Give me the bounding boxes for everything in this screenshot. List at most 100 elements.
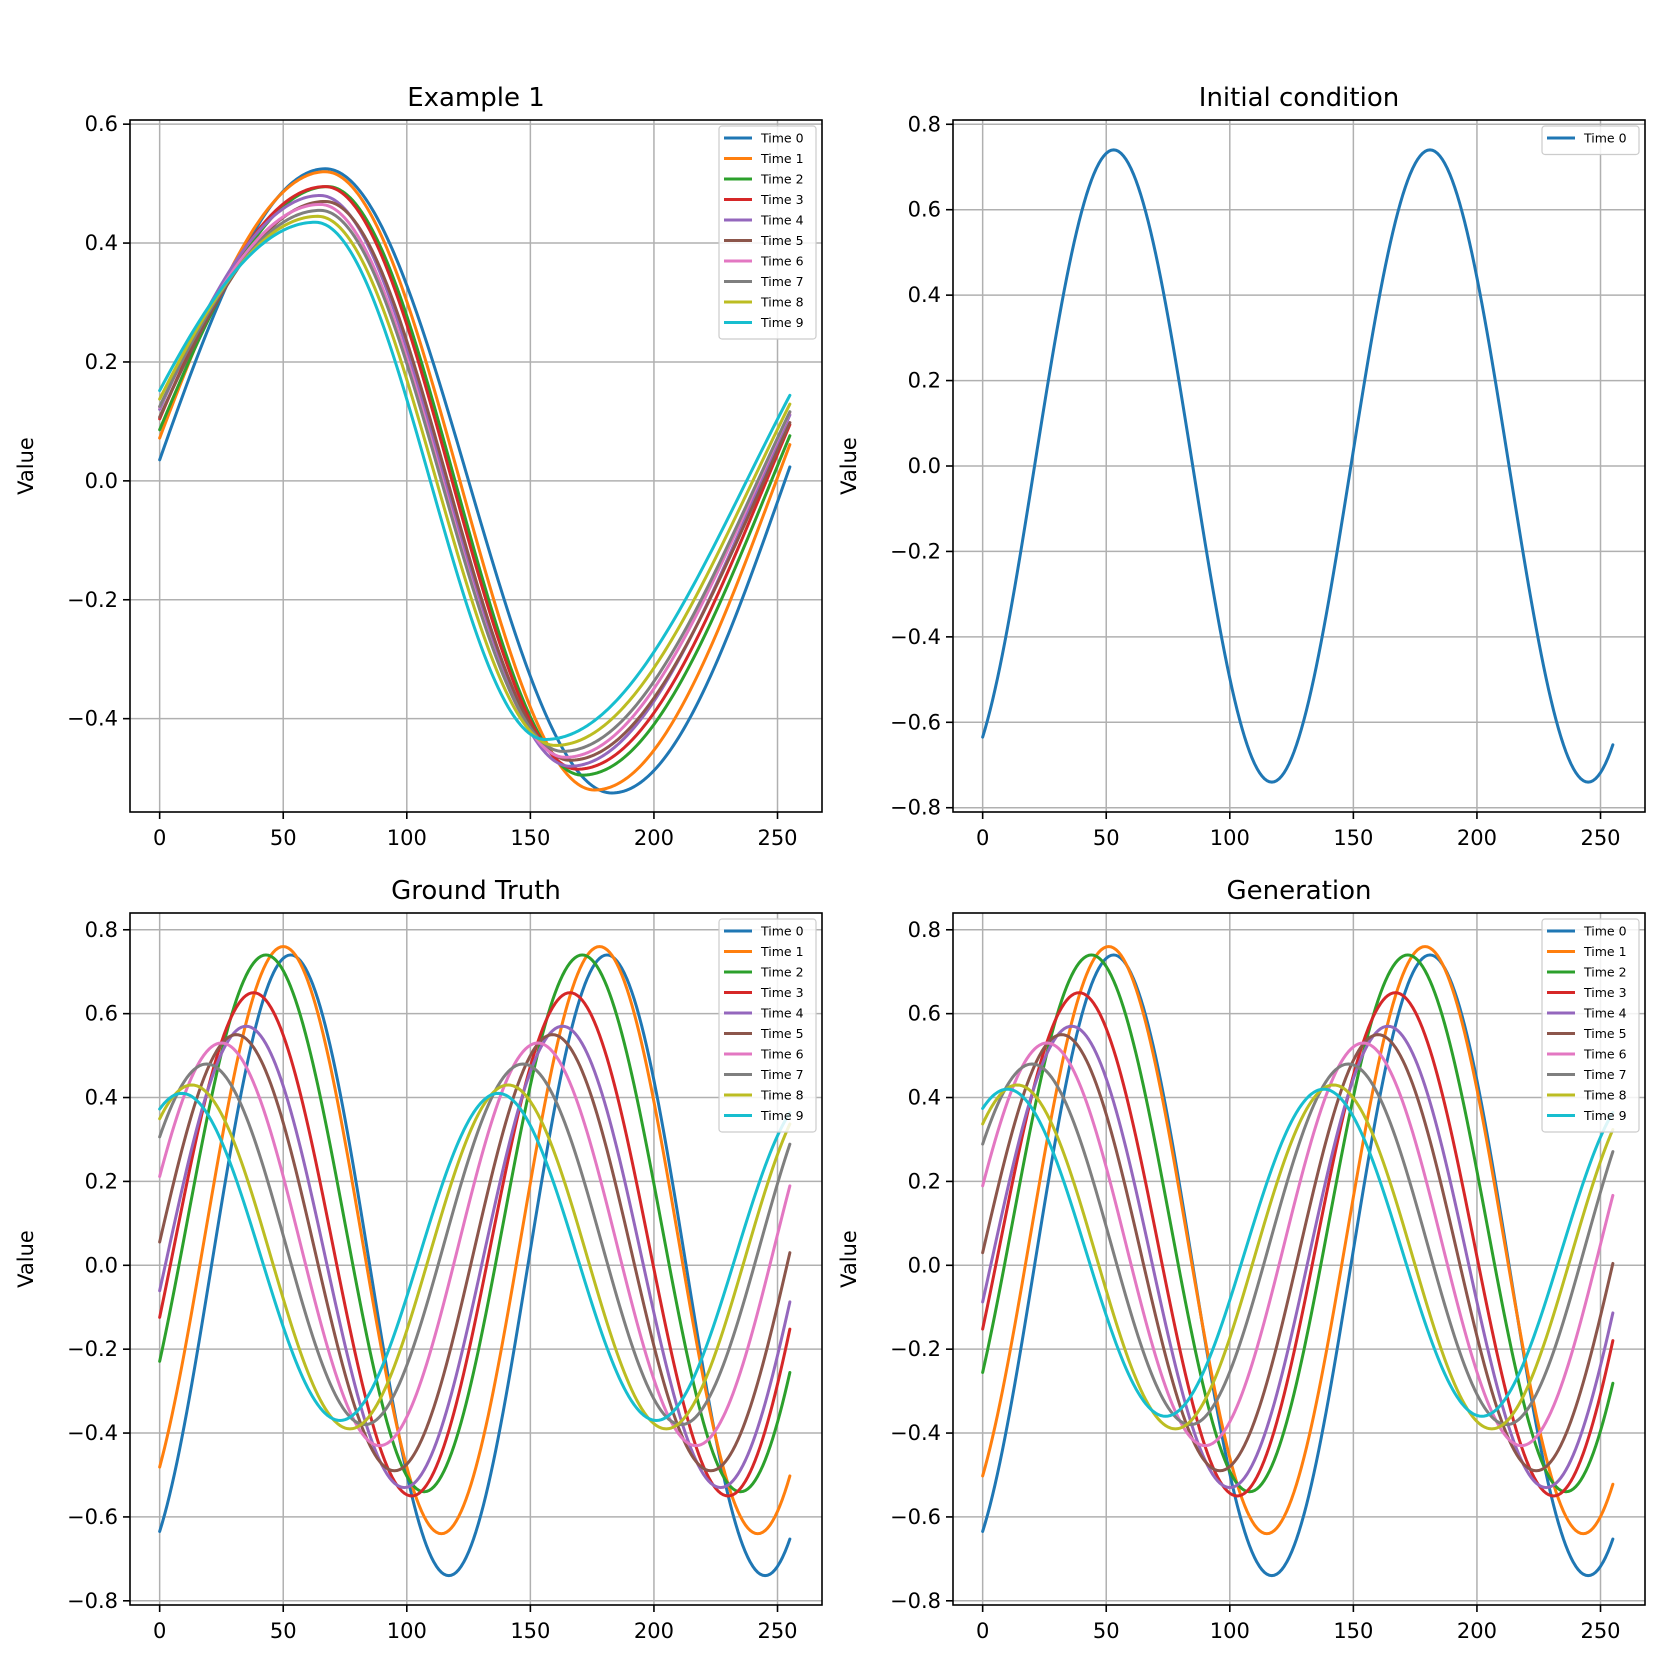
legend-label: Time 1 [760,944,804,959]
chart-title: Ground Truth [391,876,561,906]
y-tick-label: 0.8 [908,918,941,942]
series-line-time-8 [158,1083,792,1431]
series-line-time-7 [981,1062,1615,1427]
y-tick-label: −0.6 [890,710,941,734]
y-tick-label: −0.8 [67,1589,118,1613]
y-tick-label: 0.8 [908,112,941,136]
x-tick-label: 50 [270,1619,297,1643]
series-line-time-1 [158,170,792,792]
y-tick-label: 0.4 [908,1086,941,1110]
legend-label: Time 3 [760,192,804,207]
x-tick-label: 50 [1093,1619,1120,1643]
legend-label: Time 6 [760,254,804,269]
legend-box [1541,125,1640,156]
legend-label: Time 9 [760,1108,804,1123]
x-tick-label: 200 [634,826,674,850]
series-group [981,148,1615,784]
x-tick-label: 50 [270,826,297,850]
legend-label: Time 3 [1583,985,1627,1000]
legend-label: Time 8 [1583,1088,1627,1103]
series-line-time-3 [158,185,792,771]
series-line-time-7 [158,208,792,753]
x-tick-label: 0 [153,826,166,850]
legend-label: Time 8 [760,295,804,310]
series-line-time-3 [981,991,1615,1498]
y-tick-label: 0.8 [85,918,118,942]
series-line-time-8 [981,1083,1615,1431]
series-line-time-3 [158,991,792,1498]
y-tick-label: −0.2 [890,539,941,563]
legend-label: Time 7 [1583,1067,1627,1082]
series-line-time-1 [981,945,1615,1536]
x-tick-label: 50 [1093,826,1120,850]
y-tick-label: 0.6 [908,198,941,222]
chart-title: Example 1 [407,83,545,113]
legend-label: Time 5 [1583,1026,1627,1041]
y-tick-label: 0.6 [85,1002,118,1026]
legend-label: Time 5 [760,1026,804,1041]
x-tick-label: 100 [387,826,427,850]
x-tick-label: 200 [1457,826,1497,850]
x-tick-label: 200 [634,1619,674,1643]
y-axis-label: Value [837,1230,861,1288]
legend: Time 0 Time 1 Time 2 Time 3 Time 4 Time 5 Time… [1541,918,1640,1133]
x-tick-label: 100 [387,1619,427,1643]
x-tick-label: 150 [1333,1619,1373,1643]
y-axis-label: Value [14,437,38,495]
series-line-time-5 [158,1033,792,1473]
series-line-time-0 [981,148,1615,784]
y-axis-label: Value [837,437,861,495]
legend-label: Time 4 [760,213,804,228]
series-line-time-9 [981,1087,1615,1418]
series-line-time-5 [158,199,792,762]
legend-label: Time 6 [1583,1047,1627,1062]
legend-label: Time 7 [760,1067,804,1082]
series-line-time-9 [158,1091,792,1422]
legend-label: Time 5 [760,233,804,248]
series-line-time-1 [158,945,792,1536]
x-tick-label: 0 [976,1619,989,1643]
y-tick-label: −0.4 [67,1421,118,1445]
x-tick-label: 150 [510,1619,550,1643]
x-tick-label: 0 [153,1619,166,1643]
series-line-time-2 [158,953,792,1494]
series-line-time-8 [158,214,792,747]
y-tick-label: 0.4 [85,231,118,255]
series-group [981,945,1615,1578]
panel-3: 0 50 100 150 200 250 −0.8 −0.6 −0.4 −0.2 0.0 0.2 0.4… [14,876,823,1643]
legend: Time 0 Time 1 Time 2 Time 3 Time 4 Time 5 Time… [718,918,817,1133]
y-tick-label: 0.0 [908,1253,941,1277]
legend-label: Time 9 [1583,1108,1627,1123]
series-line-time-9 [158,220,792,741]
series-line-time-6 [981,1041,1615,1448]
panel-1: 0 50 100 150 200 250 −0.4 −0.2 0.0 0.2 0.4 0.6 Examp… [14,83,823,850]
legend-label: Time 2 [760,172,804,187]
legend-label: Time 0 [1583,131,1627,146]
legend-label: Time 2 [1583,965,1627,980]
y-tick-label: −0.6 [67,1505,118,1529]
y-tick-label: 0.6 [85,112,118,136]
legend-label: Time 6 [760,1047,804,1062]
legend-label: Time 9 [760,315,804,330]
y-tick-label: −0.4 [67,707,118,731]
legend-label: Time 7 [760,274,804,289]
y-tick-label: 0.2 [85,350,118,374]
y-tick-label: 0.2 [908,1169,941,1193]
y-tick-label: −0.8 [890,1589,941,1613]
legend: Time 0 [1541,125,1640,156]
y-tick-label: 0.0 [85,469,118,493]
x-tick-label: 250 [757,826,797,850]
series-line-time-7 [158,1062,792,1427]
series-line-time-6 [158,1041,792,1448]
x-tick-label: 250 [1580,826,1620,850]
legend-label: Time 0 [760,131,804,146]
chart-title: Generation [1226,876,1371,906]
y-tick-label: −0.6 [890,1505,941,1529]
y-tick-label: 0.4 [85,1086,118,1110]
x-tick-label: 250 [757,1619,797,1643]
y-tick-label: 0.0 [85,1253,118,1277]
y-tick-label: −0.8 [890,796,941,820]
legend-label: Time 8 [760,1088,804,1103]
y-tick-label: 0.4 [908,283,941,307]
